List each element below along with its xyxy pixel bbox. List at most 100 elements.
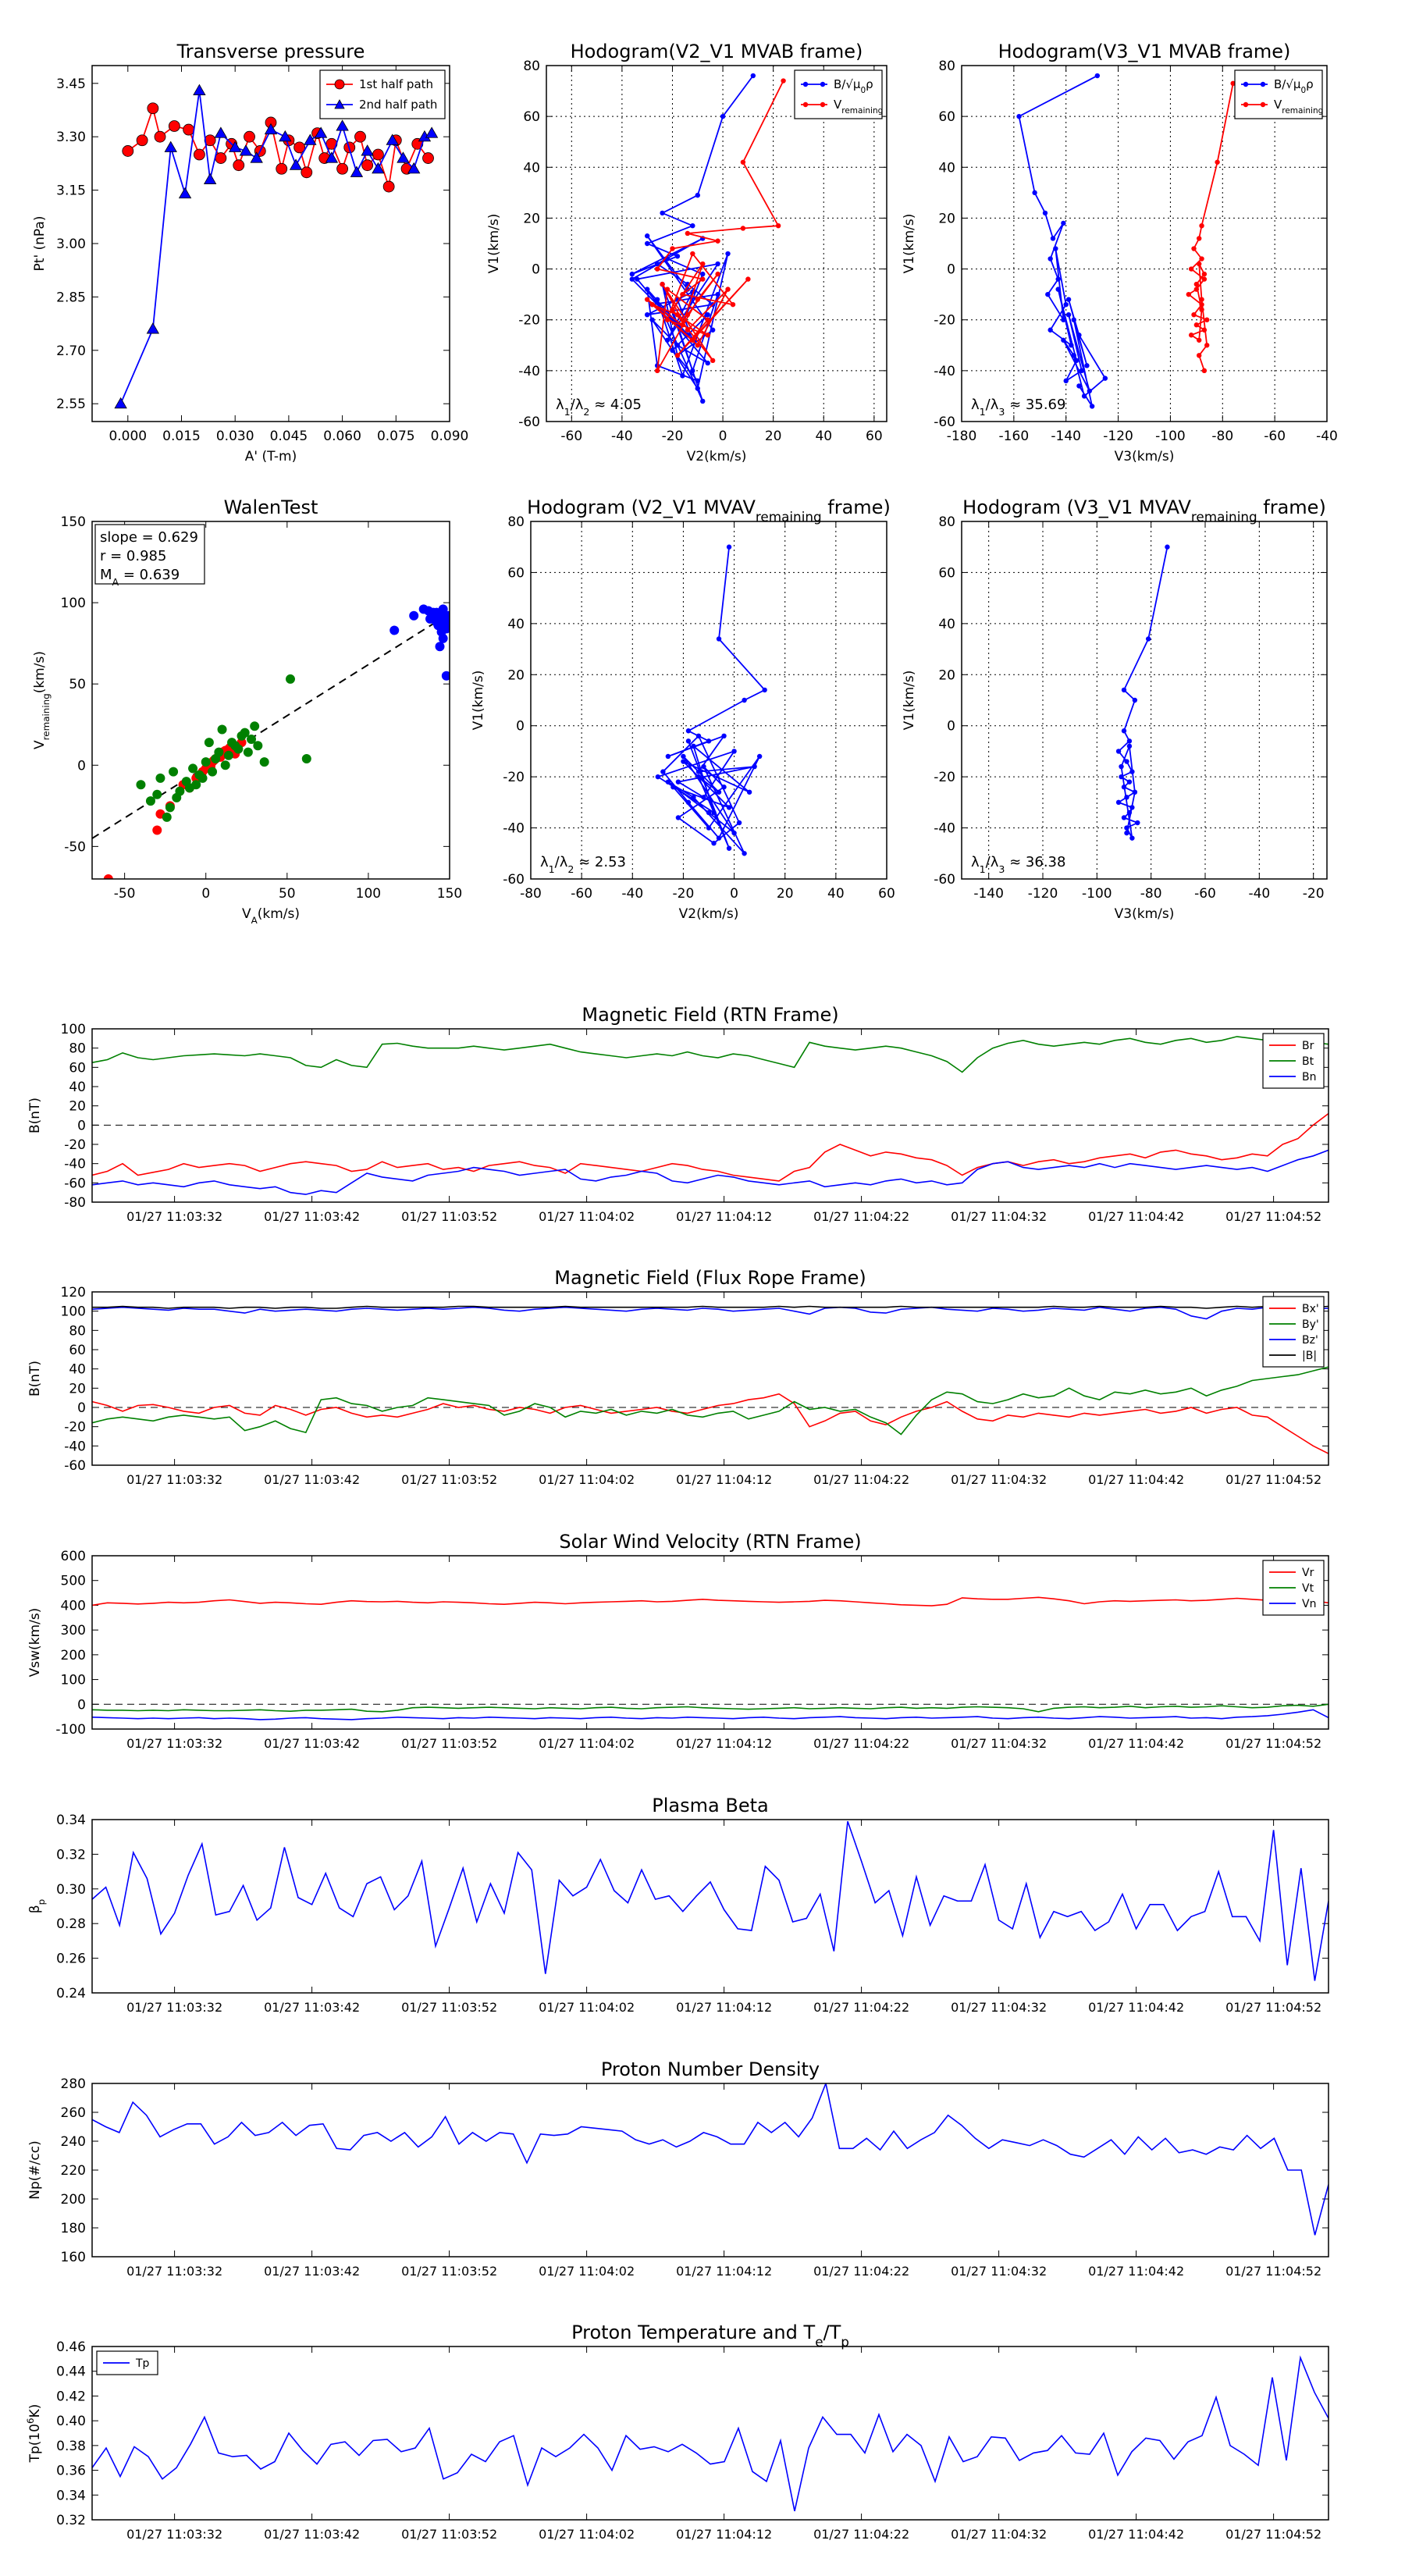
y-tick-label: 60 [938, 565, 955, 581]
b-0--point [1055, 276, 1061, 282]
series-0-point [701, 763, 706, 770]
series-0-point [695, 769, 702, 774]
vremaining-point [775, 223, 781, 229]
vremaining-point [1199, 301, 1204, 308]
x-tick-label: 01/27 11:03:52 [401, 2000, 497, 2015]
x-tick-label: 01/27 11:04:32 [951, 1736, 1047, 1751]
legend-label: Tp [135, 2357, 150, 2370]
scatter-point [155, 773, 165, 783]
2nd-half-path-point [336, 119, 349, 131]
vremaining-point [1188, 333, 1194, 338]
y-axis-label: Pt' (nPa) [32, 216, 48, 272]
y-tick-label: -20 [934, 770, 955, 785]
legend-marker [820, 101, 826, 108]
series-0-point [670, 785, 676, 790]
x-tick-label: 01/27 11:04:22 [813, 2264, 909, 2279]
scatter-point [237, 731, 247, 741]
scatter-point [220, 760, 230, 770]
vremaining-point [1197, 353, 1202, 358]
y-tick-label: 40 [69, 1080, 86, 1095]
legend-label: By' [1302, 1318, 1319, 1331]
chart-title: Solar Wind Velocity (RTN Frame) [559, 1531, 861, 1553]
y-tick-label: -60 [503, 872, 525, 888]
vremaining-point [1186, 291, 1192, 297]
plot-area [629, 73, 786, 404]
r-text: r = 0.985 [100, 548, 166, 564]
1st-half-path-point [215, 152, 227, 164]
legend-label: 1st half path [359, 77, 433, 91]
x-tick-label: 01/27 11:04:12 [676, 2264, 772, 2279]
plot-area [655, 544, 767, 856]
series-0-point [1146, 636, 1151, 642]
y-tick-label: 0.42 [56, 2389, 86, 2404]
x-tick-label: -80 [1211, 429, 1233, 444]
b-0--point [1071, 353, 1076, 358]
vremaining-point [700, 276, 706, 282]
b-0--point [695, 386, 700, 391]
y-tick-label: 100 [61, 1022, 86, 1037]
y-axis-label: B(nT) [27, 1361, 43, 1397]
y-tick-label: 0 [77, 1118, 86, 1133]
b-0--point [1061, 337, 1066, 343]
b-0--point [644, 286, 650, 292]
scatter-point [439, 614, 450, 624]
scatter-point [136, 780, 146, 790]
b-0--point [1055, 286, 1061, 292]
x-tick-label: 01/27 11:04:32 [951, 2527, 1047, 2542]
vremaining-point [674, 353, 681, 358]
b-0--point [1065, 297, 1072, 302]
proton-temperature-chart: Proton Temperature and Te/Tp 0.32 0.34 0.36… [25, 2322, 1329, 2542]
y-tick-label: 20 [523, 211, 540, 226]
vremaining-line [1187, 83, 1234, 372]
legend-marker [334, 79, 345, 90]
y-tick-label: 80 [938, 59, 955, 74]
legend-label: Vt [1302, 1582, 1314, 1595]
y-tick-label: 0 [516, 719, 525, 735]
1st-half-path-point [183, 123, 195, 136]
1st-half-path-point [193, 148, 205, 161]
1st-half-path-point [147, 102, 159, 115]
axes-frame [91, 521, 450, 880]
vremaining-point [725, 286, 731, 292]
series-0-point [706, 825, 712, 831]
y-tick-label: -20 [64, 1137, 86, 1153]
vremaining-point [680, 291, 685, 297]
scatter-point [409, 610, 419, 621]
plot-area [92, 1036, 1329, 1195]
vremaining-point [1191, 312, 1197, 318]
chart-title: Proton Number Density [601, 2058, 820, 2080]
x-tick-label: -120 [1028, 886, 1058, 902]
magnetic-field-rtn-chart: Magnetic Field (RTN Frame) -80 -60 -40 -20 0 2… [27, 1004, 1329, 1224]
b-0--point [629, 271, 635, 277]
series-0-point [691, 795, 696, 800]
series-0-point [1119, 774, 1124, 780]
vremaining-point [685, 312, 691, 318]
vremaining-point [740, 159, 746, 165]
vremaining-point [1191, 246, 1197, 251]
legend-label: Bt [1302, 1055, 1314, 1068]
chart-title: Transverse pressure [176, 41, 365, 62]
y-tick-label: 0.38 [56, 2439, 86, 2454]
x-tick-label: 01/27 11:04:22 [813, 2527, 909, 2542]
b-0--line [631, 75, 754, 402]
1st-half-path-point [301, 166, 313, 179]
b-0--point [1050, 236, 1056, 241]
vremaining-point [649, 301, 655, 308]
legend: Bx' By' Bz' |B| [1262, 1296, 1325, 1368]
1st-half-path-point [122, 145, 134, 157]
x-tick-label: 01/27 11:04:22 [813, 1209, 909, 1224]
b-0--point [670, 347, 675, 353]
series-0-point [1126, 743, 1133, 749]
b-0--point [644, 312, 650, 318]
y-tick-label: -80 [64, 1195, 86, 1211]
y-tick-label: -40 [64, 1157, 86, 1172]
x-tick-label: 01/27 11:04:52 [1225, 1472, 1321, 1487]
x-tick-label: 01/27 11:04:52 [1225, 2264, 1321, 2279]
y-tick-label: 60 [938, 109, 955, 125]
x-tick-label: 01/27 11:04:42 [1088, 1209, 1184, 1224]
vremaining-point [705, 333, 710, 338]
series-0-line [1117, 546, 1168, 839]
1st-half-path-point [244, 130, 255, 143]
legend-label: B/√μ0ρ [1274, 77, 1314, 95]
x-tick-label: 40 [815, 429, 832, 444]
